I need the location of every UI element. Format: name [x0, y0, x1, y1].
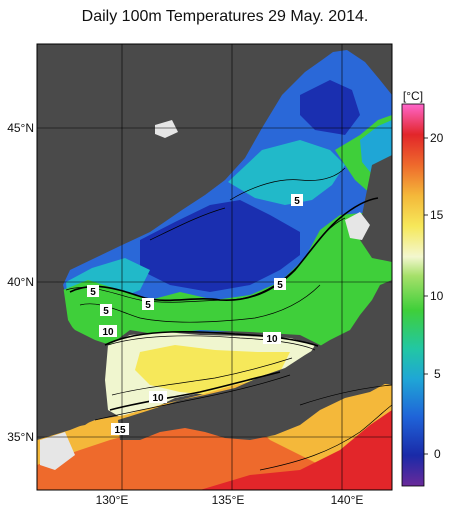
grid-lines [37, 44, 392, 490]
contour-label: 5 [145, 300, 151, 311]
contour-label: 10 [266, 334, 278, 345]
colorbar-unit: [°C] [403, 89, 423, 103]
lon-tick-label: 135°E [212, 493, 245, 507]
cold-core [140, 200, 300, 292]
cold-core-north [300, 80, 360, 135]
lon-tick-label: 130°E [96, 493, 129, 507]
map-title: Daily 100m Temperatures 29 May. 2014. [81, 8, 369, 25]
colorbar-tick-label: 5 [434, 367, 441, 381]
lat-tick-label: 40°N [7, 275, 34, 289]
colorbar-tick-label: 15 [430, 208, 444, 222]
lat-tick-label: 45°N [7, 121, 34, 135]
contour-label: 5 [277, 280, 283, 291]
lat-tick-label: 35°N [7, 430, 34, 444]
colorbar-tick-label: 10 [430, 289, 444, 303]
major-contours [69, 197, 379, 411]
contour-label: 10 [102, 327, 114, 338]
masked-area-2 [345, 212, 370, 240]
contour-label: 5 [103, 306, 109, 317]
contour-label-group: 5 5 5 5 5 10 10 10 15 [87, 194, 303, 436]
contour-label: 10 [152, 393, 164, 404]
colorbar-tick-label: 0 [434, 447, 441, 461]
korea-land [37, 270, 102, 435]
contour-label: 15 [114, 425, 126, 436]
masked-area [155, 120, 178, 138]
colorbar-tick-label: 20 [430, 131, 444, 145]
hot-kuroshio [200, 410, 392, 490]
masked-area-3 [40, 432, 75, 470]
teal-band [228, 140, 345, 205]
lon-tick-label: 140°E [331, 493, 364, 507]
contour-label: 5 [90, 287, 96, 298]
colorbar-ticks [424, 137, 428, 455]
hokkaido-land [360, 155, 392, 262]
colorbar [401, 103, 425, 487]
map-frame [36, 43, 393, 491]
japan-land [118, 280, 392, 440]
contour-label: 5 [294, 196, 300, 207]
